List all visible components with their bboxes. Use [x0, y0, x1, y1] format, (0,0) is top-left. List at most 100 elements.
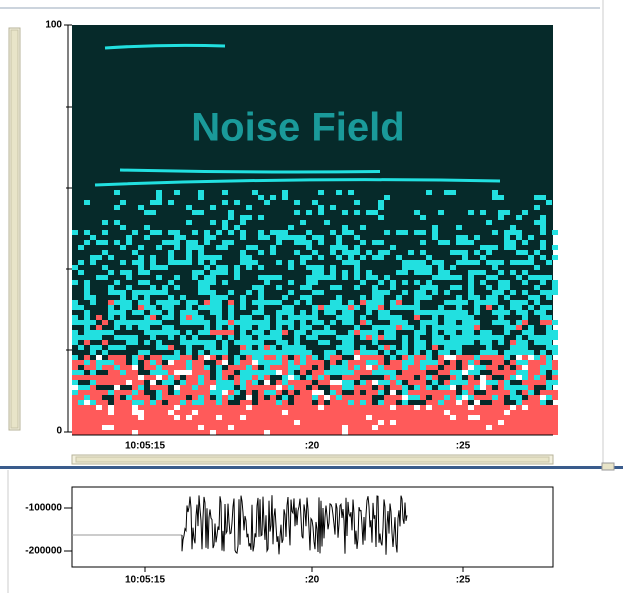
spectrogram-cell: [222, 405, 228, 410]
spectrogram-cell: [192, 270, 198, 275]
scroll-thumb[interactable]: [10, 29, 19, 429]
spectrogram-cell: [450, 365, 456, 370]
spectrogram-cell: [366, 390, 372, 395]
spectrogram-cell: [516, 375, 522, 380]
spectrogram-cell: [294, 405, 300, 410]
scroll-thumb[interactable]: [75, 456, 550, 463]
spectrogram-cell: [348, 255, 354, 260]
spectrogram-cell: [114, 410, 120, 415]
spectrogram-cell: [186, 420, 192, 425]
spectrogram-cell: [222, 425, 228, 430]
spectrogram-cell: [132, 340, 138, 345]
spectrogram-cell: [372, 335, 378, 340]
spectrogram-cell: [366, 395, 372, 400]
spectrogram-cell: [180, 410, 186, 415]
spectrogram-cell: [438, 415, 444, 420]
spectrogram-cell: [186, 390, 192, 395]
spectrogram-cell: [210, 280, 216, 285]
spectrogram-cell: [396, 255, 402, 260]
spectrogram-cell: [348, 425, 354, 430]
spectrogram-cell: [324, 355, 330, 360]
spectrogram-cell: [240, 300, 246, 305]
splitter-handle[interactable]: [601, 462, 615, 471]
spectrogram-cell: [246, 265, 252, 270]
spectrogram-cell: [246, 385, 252, 390]
spectrogram-cell: [300, 395, 306, 400]
spectrogram-cell: [324, 310, 330, 315]
spectrogram-cell: [438, 420, 444, 425]
spectrogram-cell: [294, 335, 300, 340]
spectrogram-cell: [534, 360, 540, 365]
spectrogram-cell: [330, 410, 336, 415]
spectrogram-cell: [468, 325, 474, 330]
spectrogram-cell: [258, 305, 264, 310]
spectrogram-cell: [348, 350, 354, 355]
spectrogram-cell: [414, 310, 420, 315]
spectrogram-cell: [372, 410, 378, 415]
spectrogram-cell: [414, 230, 420, 235]
spectrogram-cell: [462, 240, 468, 245]
spectrogram-cell: [384, 365, 390, 370]
spectrogram-cell: [540, 420, 546, 425]
spectrogram-cell: [492, 390, 498, 395]
spectrogram-cell: [318, 360, 324, 365]
spectrogram-cell: [150, 335, 156, 340]
spectrogram-cell: [306, 300, 312, 305]
spectrogram-cell: [468, 295, 474, 300]
spectrogram-cell: [414, 380, 420, 385]
spectrogram-cell: [402, 375, 408, 380]
spectrogram-cell: [210, 295, 216, 300]
spectrogram-cell: [420, 310, 426, 315]
spectrogram-cell: [162, 430, 168, 435]
spectrogram-cell: [258, 290, 264, 295]
spectrogram-cell: [378, 380, 384, 385]
spectrogram-cell: [132, 430, 138, 435]
spectrogram-cell: [504, 405, 510, 410]
spectrogram-cell: [420, 425, 426, 430]
spectrogram-cell: [156, 340, 162, 345]
spectrogram-cell: [156, 360, 162, 365]
spectrogram-cell: [342, 260, 348, 265]
spectrogram-cell: [318, 400, 324, 405]
spectrogram-cell: [540, 405, 546, 410]
spectrogram-cell: [468, 420, 474, 425]
spectrogram-cell: [300, 345, 306, 350]
spectrogram-cell: [276, 355, 282, 360]
spectrogram-cell: [126, 270, 132, 275]
spectrogram-cell: [234, 430, 240, 435]
spectrogram-cell: [414, 420, 420, 425]
spectrogram-cell: [228, 395, 234, 400]
spectrogram-cell: [204, 300, 210, 305]
spectrogram-cell: [324, 325, 330, 330]
spectrogram-cell: [432, 390, 438, 395]
spectrogram-cell: [312, 395, 318, 400]
spectrogram-cell: [264, 400, 270, 405]
spectrogram-cell: [486, 395, 492, 400]
spectrogram-cell: [102, 405, 108, 410]
spectrogram-cell: [468, 385, 474, 390]
spectrogram-cell: [144, 410, 150, 415]
spectrogram-cell: [168, 250, 174, 255]
spectrogram-cell: [528, 305, 534, 310]
spectrogram-cell: [144, 225, 150, 230]
spectrogram-cell: [90, 430, 96, 435]
spectrogram-cell: [174, 330, 180, 335]
spectrogram-cell: [162, 380, 168, 385]
spectrogram-cell: [306, 355, 312, 360]
spectrogram-cell: [474, 365, 480, 370]
spectrogram-cell: [96, 365, 102, 370]
spectrogram-cell: [408, 425, 414, 430]
spectrogram-cell: [390, 305, 396, 310]
spectrogram-cell: [156, 300, 162, 305]
spectrogram-cell: [330, 425, 336, 430]
spectrogram-cell: [498, 360, 504, 365]
spectrogram-cell: [450, 190, 456, 195]
spectrogram-cell: [354, 385, 360, 390]
x-label: 10:05:15: [125, 575, 165, 586]
spectrogram-cell: [126, 235, 132, 240]
spectrogram-cell: [462, 390, 468, 395]
spectrogram-cell: [216, 300, 222, 305]
spectrogram-cell: [390, 285, 396, 290]
spectrogram-cell: [540, 275, 546, 280]
splitter[interactable]: [0, 466, 623, 469]
